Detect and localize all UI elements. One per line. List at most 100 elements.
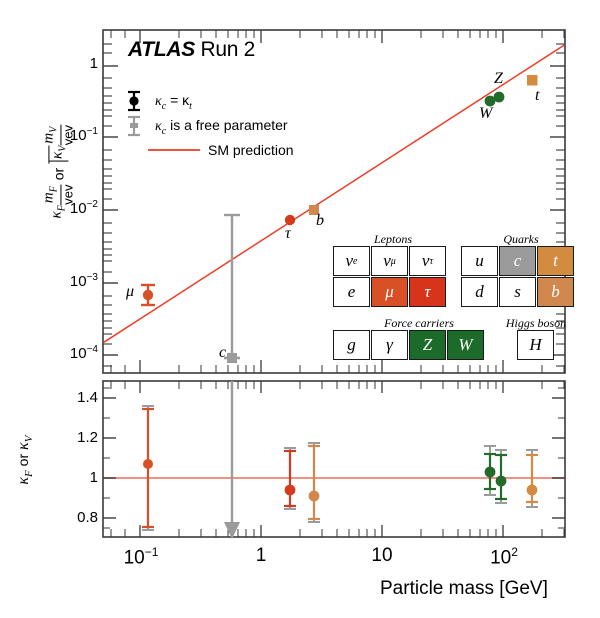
m-F-sub: F — [48, 186, 60, 193]
particle-cell-g: g — [333, 330, 370, 360]
datapoint-c-lower-limit — [224, 381, 240, 539]
datapoint-mu-lower — [142, 405, 154, 531]
legend-label-kc-eq-kt: κc = κt — [155, 92, 192, 112]
point-label-tau: τ — [285, 225, 291, 242]
upper-x-minor-ticks — [110, 30, 565, 373]
upper-x-ticks — [139, 30, 504, 373]
kappa-t-sub: t — [189, 100, 192, 112]
upper-ytick-1: 1 — [89, 55, 98, 72]
kappa-c-sub: c — [161, 100, 167, 112]
lower-panel — [102, 380, 566, 539]
point-label-mu: μ — [126, 283, 135, 300]
free-param-text: is a free parameter — [170, 117, 288, 133]
point-label-w: W — [479, 105, 493, 122]
ratio-kappa-F-sub: F — [23, 470, 36, 477]
or-text: or — [50, 167, 67, 181]
ratio-or-text: or — [14, 453, 31, 467]
particle-cell-u: u — [461, 246, 498, 276]
equals-kappa: = κ — [170, 92, 190, 108]
particle-cell-gamma: γ — [371, 330, 408, 360]
sm-prediction-line — [104, 44, 564, 343]
legend-marker-kc-eq-kt — [128, 90, 140, 112]
ratio-kappa-V-sub: V — [23, 435, 36, 443]
xtick-1: 1 — [255, 545, 267, 566]
point-label-z: Z — [494, 70, 503, 87]
particle-cell-W: W — [447, 330, 484, 360]
particle-cell-c: c — [499, 246, 536, 276]
upper-panel — [102, 29, 566, 374]
point-label-t: t — [535, 87, 540, 104]
ratio-kappa-V: κ — [14, 442, 32, 450]
particle-cell-H: H — [517, 330, 554, 360]
legend-marker-free-parameter — [128, 115, 140, 137]
particle-grid-force-carriers: g γ Z W — [333, 330, 484, 360]
x-axis-title: Particle mass [GeV] — [380, 578, 548, 599]
point-label-b: b — [316, 212, 324, 229]
particle-group-title-higgs: Higgs boson — [505, 316, 567, 330]
upper-ytick-1e-2: 10−2 — [69, 199, 98, 217]
point-label-c: c — [219, 344, 227, 361]
datapoint-z-upper — [493, 91, 505, 103]
xtick-1e-1: 10−1 — [123, 545, 159, 569]
upper-y-axis-title: κF mF vev or κV mV vev — [40, 42, 75, 302]
lower-y-minor-ticks — [103, 387, 565, 529]
upper-ytick-1e-1: 10−1 — [69, 126, 98, 144]
lower-ytick-1: 1 — [89, 469, 98, 486]
datapoint-b-upper — [309, 205, 319, 215]
lower-ytick-1_4: 1.4 — [77, 389, 98, 406]
atlas-run-label: ATLAS Run 2 — [128, 38, 255, 62]
lower-x-minor-ticks — [110, 381, 565, 537]
xtick-10: 10 — [371, 545, 393, 566]
particle-grid-higgs: H — [517, 330, 554, 360]
datapoint-mu-upper — [141, 283, 155, 307]
particle-grid-quarks: u c t d s b — [461, 246, 574, 307]
particle-group-title-quarks: Quarks — [503, 232, 539, 246]
kappa-F-sub: F — [56, 205, 68, 212]
kappa-V-symbol: κ — [49, 151, 66, 159]
upper-ytick-1e-3: 10−3 — [69, 272, 98, 290]
datapoint-z-lower — [495, 449, 507, 504]
datapoint-t-upper — [527, 75, 538, 86]
particle-cell-b: b — [537, 277, 574, 307]
upper-y-minor-ticks — [103, 43, 565, 367]
particle-cell-tau: τ — [409, 277, 446, 307]
upper-ytick-1e-4: 10−4 — [69, 344, 98, 362]
kappa-V-sub: V — [57, 145, 69, 152]
kappa-symbol-2: κ — [155, 119, 162, 134]
datapoint-b-lower — [308, 442, 320, 523]
upper-axes-frame — [102, 29, 566, 374]
particle-cell-t: t — [537, 246, 574, 276]
xtick-1e2: 102 — [490, 545, 518, 569]
particle-cell-Z: Z — [409, 330, 446, 360]
datapoint-t-lower — [526, 449, 538, 508]
kappa-symbol: κ — [155, 94, 162, 109]
lower-y-axis-title: κF or κV — [15, 405, 35, 515]
particle-group-title-force-carriers: Force carriers — [384, 316, 454, 330]
datapoint-c-upper — [224, 213, 240, 363]
particle-cell-e: e — [333, 277, 370, 307]
particle-cell-mu: μ — [371, 277, 408, 307]
atlas-label: ATLAS — [128, 38, 195, 61]
vev-denominator: vev — [59, 184, 75, 205]
legend-label-sm-prediction: SM prediction — [208, 142, 294, 158]
kappa-F-symbol: κ — [48, 211, 65, 219]
m-V-symbol: m — [40, 132, 57, 144]
lower-x-ticks — [139, 381, 504, 537]
run-label: Run 2 — [200, 38, 256, 61]
particle-cell-s: s — [499, 277, 536, 307]
lower-axes-frame — [102, 380, 566, 538]
kappa-c-sub-2: c — [161, 125, 167, 137]
lower-ytick-0_8: 0.8 — [77, 509, 98, 526]
datapoint-tau-lower — [284, 447, 296, 510]
datapoint-w-upper — [484, 95, 496, 107]
m-F-symbol: m — [40, 192, 57, 204]
ratio-kappa-F: κ — [14, 476, 32, 485]
datapoint-w-lower — [484, 445, 496, 496]
particle-cell-d: d — [461, 277, 498, 307]
